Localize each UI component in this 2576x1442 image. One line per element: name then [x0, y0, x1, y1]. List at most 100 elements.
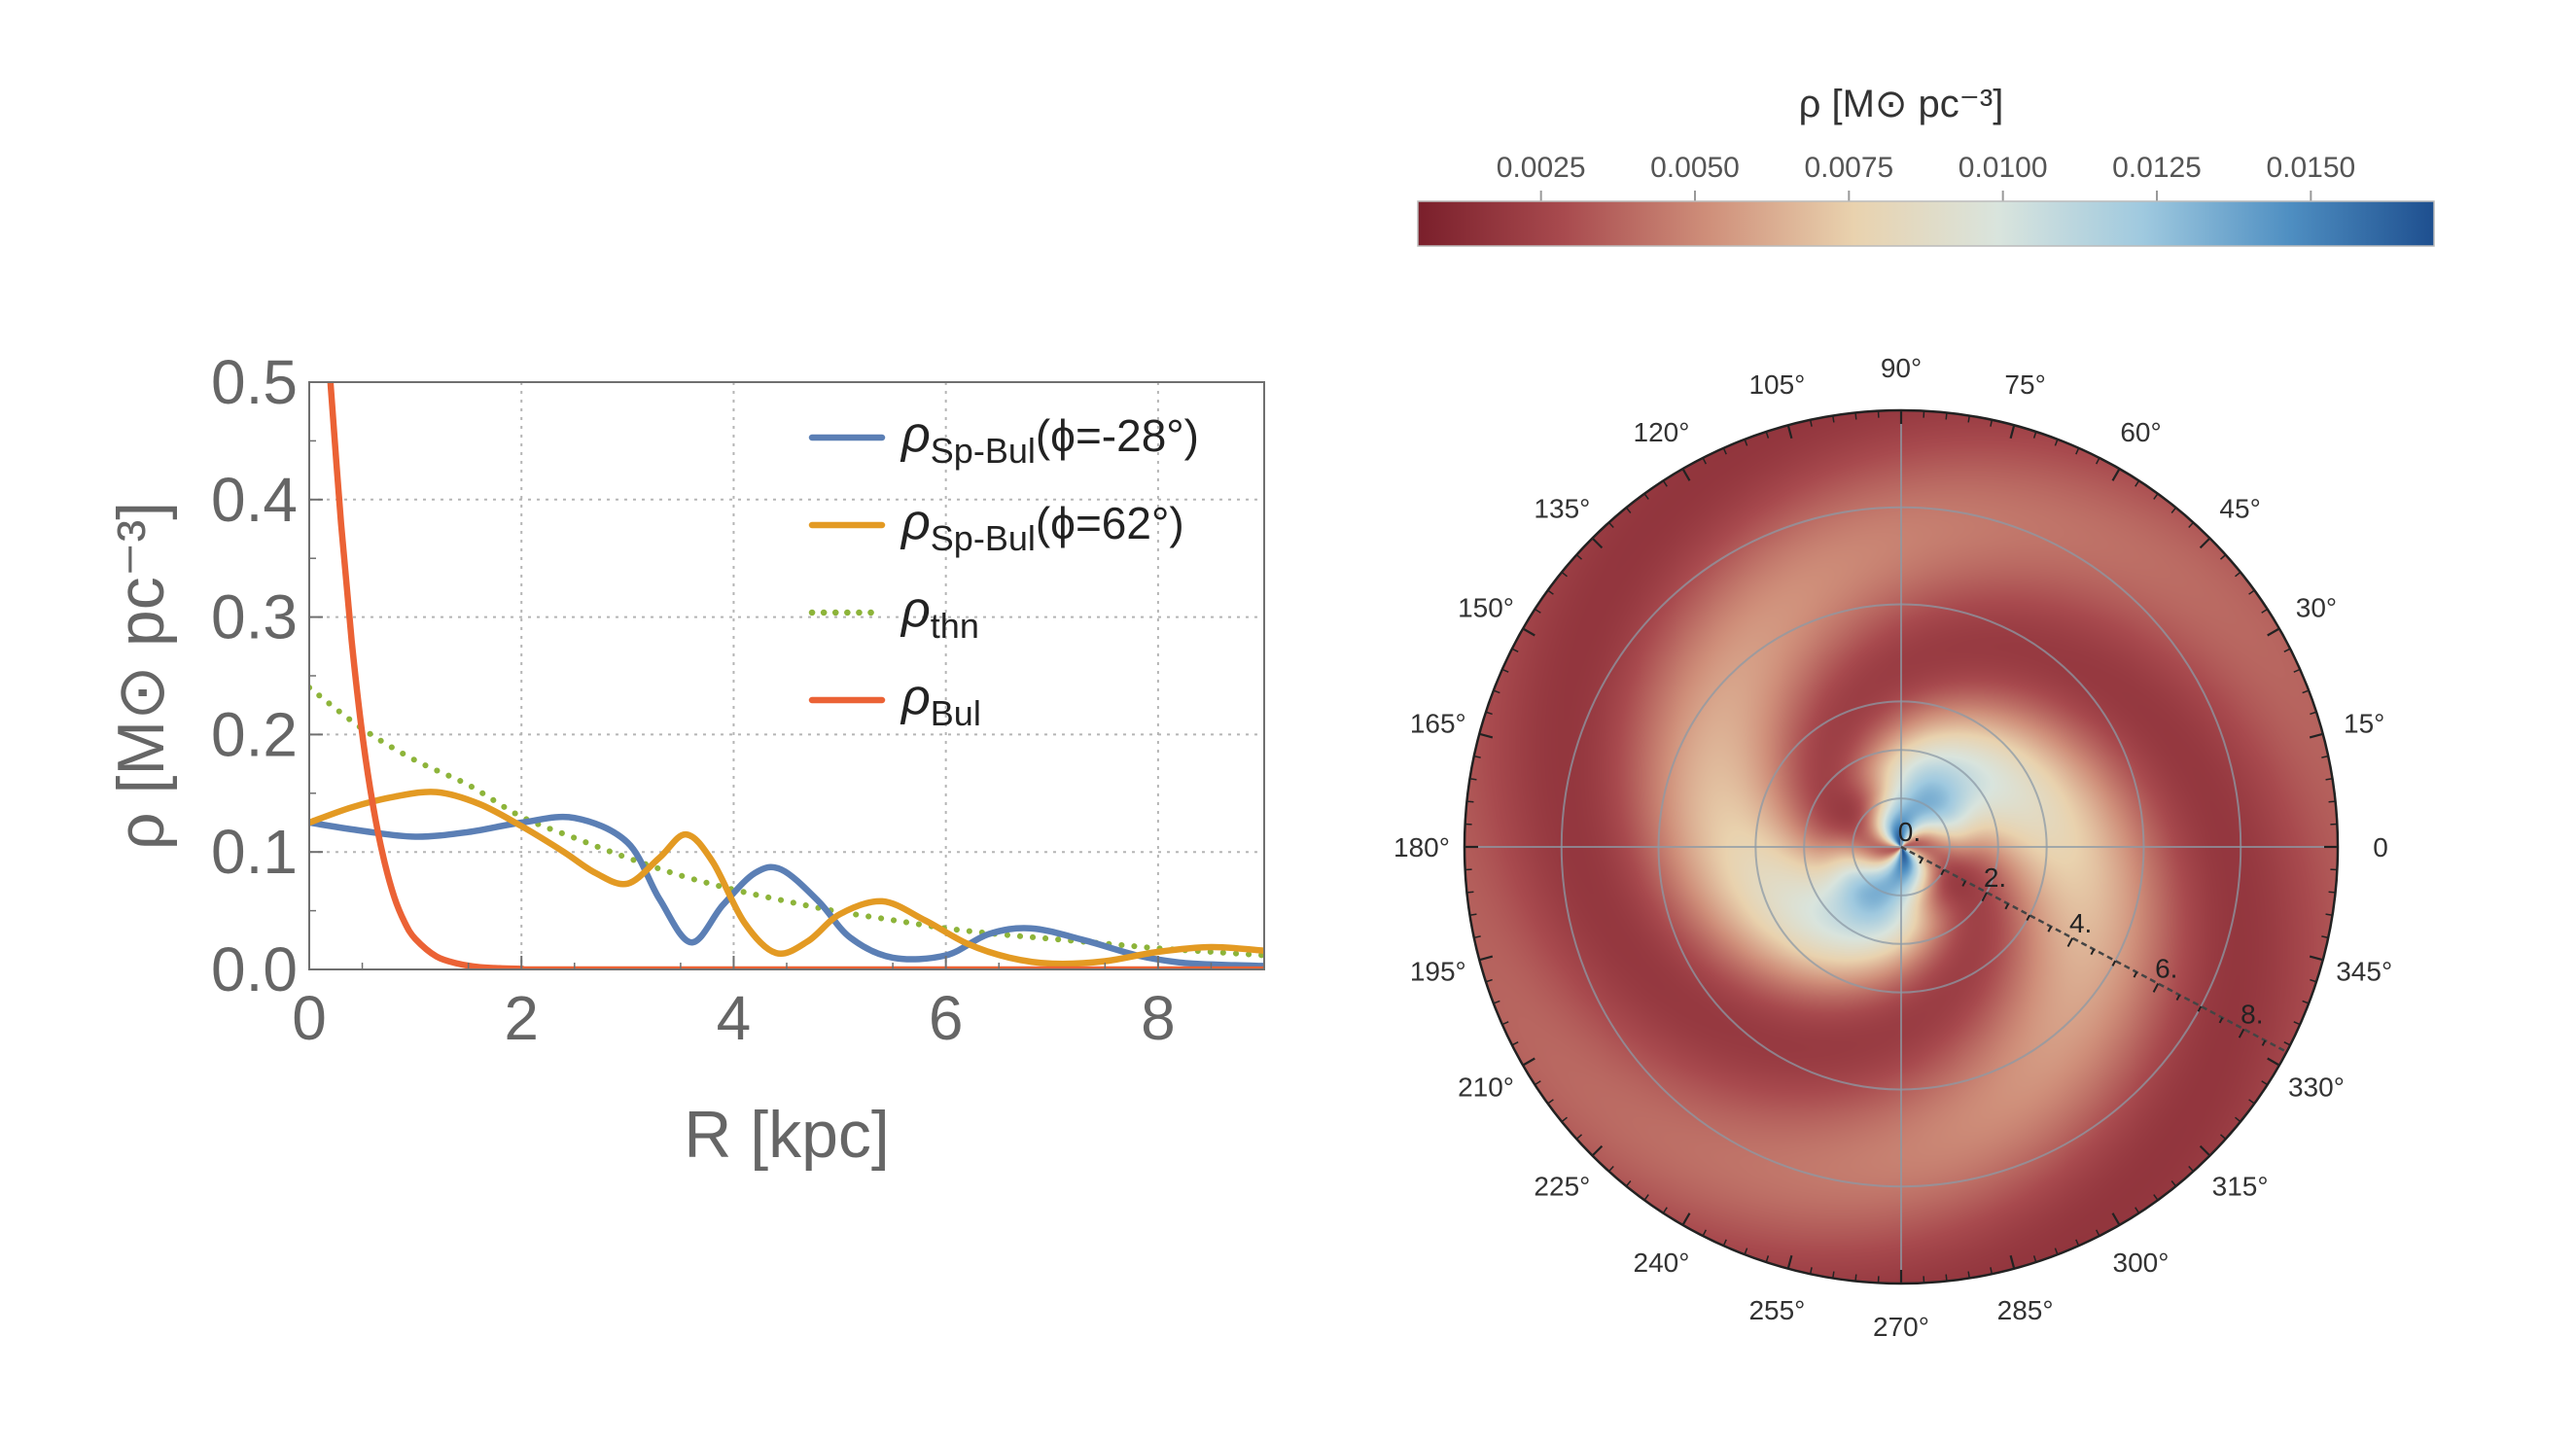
ticks — [308, 381, 1213, 970]
angle-tick — [2153, 493, 2159, 500]
angle-tick — [1809, 419, 1813, 427]
angle-label: 210° — [1458, 1073, 1514, 1103]
angle-tick — [1967, 415, 1970, 423]
angle-tick — [2219, 1134, 2227, 1140]
angle-tick — [1561, 1116, 1568, 1123]
y-tick-label: 0.4 — [211, 465, 298, 535]
x-tick-label: 0 — [292, 983, 327, 1053]
radial-tick — [2238, 1028, 2245, 1038]
colorbar: ρ [M⊙ pc⁻³] 0.0025 0.0050 0.0075 0.0100 0.01… — [1417, 83, 2435, 247]
angle-tick — [1522, 1057, 1535, 1067]
angle-label: 255° — [1748, 1295, 1805, 1325]
angle-tick — [2328, 891, 2336, 894]
angle-tick — [2054, 1248, 2059, 1255]
angle-label: 135° — [1534, 493, 1590, 523]
angle-tick — [2111, 468, 2121, 481]
colorbar-tick-label: 0.0125 — [2112, 152, 2202, 184]
series-line--sp-bul-28- — [309, 813, 1264, 969]
radial-tick — [1981, 892, 1988, 902]
colorbar-tick-label: 0.0100 — [1958, 152, 2048, 184]
angle-label: 75° — [2004, 369, 2045, 400]
angle-tick — [2009, 1254, 2016, 1269]
colorbar-tick-label: 0.0050 — [1650, 152, 1740, 184]
angle-tick — [1511, 648, 1519, 653]
angle-tick — [2302, 689, 2310, 694]
angle-tick — [2135, 480, 2140, 487]
angle-tick — [1608, 1165, 1614, 1173]
angle-tick — [1493, 1000, 1500, 1004]
angle-tick — [1786, 425, 1793, 440]
angle-tick — [2283, 1040, 2291, 1046]
legend-parameter: (ϕ=-28°) — [1036, 410, 1199, 461]
legend-symbol: ρ — [900, 669, 931, 725]
radial-tick — [2152, 983, 2160, 993]
angle-tick — [2170, 1180, 2177, 1187]
angle-label: 0 — [2373, 832, 2388, 862]
angle-tick — [1765, 431, 1770, 439]
angle-label: 45° — [2219, 493, 2260, 523]
angle-tick — [1744, 439, 1748, 446]
angle-tick — [2293, 1021, 2301, 1026]
angle-tick — [1561, 571, 1568, 578]
angle-tick — [2054, 439, 2059, 446]
legend-subscript: Sp-Bul — [931, 431, 1036, 471]
angle-tick — [1485, 711, 1493, 716]
angle-tick — [2095, 457, 2100, 465]
angle-tick — [2310, 978, 2317, 983]
colorbar-label: ρ [M⊙ pc⁻³] — [1799, 83, 2004, 125]
angle-tick — [1681, 468, 1691, 481]
angle-tick — [2188, 1165, 2194, 1173]
angle-tick — [2235, 571, 2241, 578]
radial-tick — [2218, 1017, 2224, 1024]
angle-tick — [2321, 755, 2329, 758]
angle-label: 165° — [1410, 708, 1466, 738]
angle-tick — [1967, 1271, 1970, 1279]
angle-label: 15° — [2344, 708, 2384, 738]
angle-tick — [1535, 608, 1541, 614]
angle-tick — [2302, 1000, 2310, 1004]
angle-tick — [2309, 955, 2323, 962]
angle-tick — [1832, 1271, 1835, 1279]
angle-tick — [2267, 627, 2280, 637]
angle-label: 300° — [2113, 1248, 2170, 1278]
angle-tick — [1479, 955, 1494, 962]
radial-tick — [2261, 1039, 2267, 1046]
angle-tick — [1744, 1248, 1748, 1255]
angle-tick — [1702, 1229, 1708, 1237]
angle-tick — [1575, 554, 1583, 560]
angle-tick — [2170, 507, 2177, 513]
angle-labels: 0 15° 30° 45° 60° 75° 90° 105° 120° 135° 150° 165° 1… — [1394, 353, 2392, 1342]
angle-label: 270° — [1873, 1312, 1929, 1342]
angle-label: 345° — [2336, 957, 2392, 987]
radial-axis: 0. 2. 4. 6. 8. — [1898, 817, 2288, 1058]
angle-tick — [2095, 1229, 2100, 1237]
angle-tick — [1591, 537, 1604, 549]
legend-entry: ρBul — [900, 669, 981, 733]
angle-tick — [2310, 711, 2317, 716]
colorbar-ticks — [1539, 191, 2312, 201]
angle-tick — [1547, 589, 1554, 595]
y-tick-label: 0.5 — [211, 347, 298, 417]
angle-tick — [1945, 1274, 1948, 1282]
angle-tick — [1485, 978, 1493, 983]
angle-tick — [1479, 732, 1494, 739]
y-axis-label: ρ [M⊙ pc⁻³] — [104, 502, 178, 850]
legend-subscript: Bul — [931, 693, 981, 733]
radial-tick — [2282, 1051, 2288, 1058]
angle-tick — [2261, 608, 2268, 614]
radial-label: 2. — [1984, 862, 2006, 893]
angle-tick — [1722, 1239, 1727, 1247]
angle-tick — [1501, 1021, 1509, 1026]
angle-tick — [1522, 627, 1535, 637]
angle-tick — [2032, 431, 2037, 439]
angle-tick — [1662, 480, 1668, 487]
angle-tick — [1854, 412, 1857, 420]
angle-tick — [1473, 935, 1481, 939]
angle-tick — [1643, 493, 1649, 500]
angle-label: 285° — [1997, 1295, 2054, 1325]
grid — [309, 382, 1264, 969]
angle-tick — [2188, 521, 2194, 529]
y-tick-label: 0.3 — [211, 582, 298, 652]
angle-tick — [2283, 648, 2291, 653]
